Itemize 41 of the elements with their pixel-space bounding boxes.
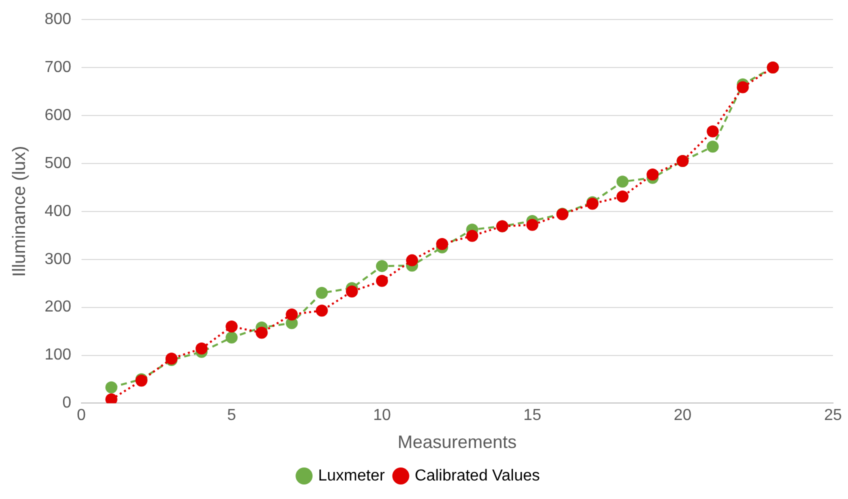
point [105,393,118,404]
x-tick-label: 15 [523,407,542,424]
point [646,168,659,180]
point [616,176,629,188]
x-tick-label: 25 [824,407,842,424]
point [105,381,118,394]
point [406,254,418,266]
point [256,326,268,339]
legend-label: Calibrated Values [414,467,540,484]
x-axis-title: Measurements [398,432,517,452]
y-tick-label: 600 [44,106,72,124]
point [346,285,358,298]
point [736,81,749,94]
x-tick-label: 0 [76,407,86,424]
y-tick-label: 0 [62,394,72,412]
x-tick-label: 5 [227,407,236,424]
point [436,238,448,250]
y-tick-label: 200 [44,298,72,316]
point [316,286,328,299]
point [616,190,629,203]
x-tick-label: 20 [674,407,692,424]
point [226,332,238,344]
point [316,304,328,317]
y-tick-label: 300 [44,250,72,268]
point [196,342,208,355]
point [226,320,238,332]
y-axis-title: Illuminance (lux) [8,146,29,277]
point [376,274,388,287]
y-tick-label: 100 [44,346,72,364]
x-tick-label: 10 [373,407,391,424]
y-tick-label: 400 [44,202,72,220]
y-tick-label: 500 [44,154,72,172]
point [706,140,719,153]
point [526,218,538,231]
point [706,125,719,138]
legend-label: Luxmeter [318,467,386,484]
point [466,230,478,242]
y-tick-label: 700 [44,58,72,76]
y-tick-label: 800 [44,11,72,28]
point [376,260,388,272]
point [286,308,298,320]
